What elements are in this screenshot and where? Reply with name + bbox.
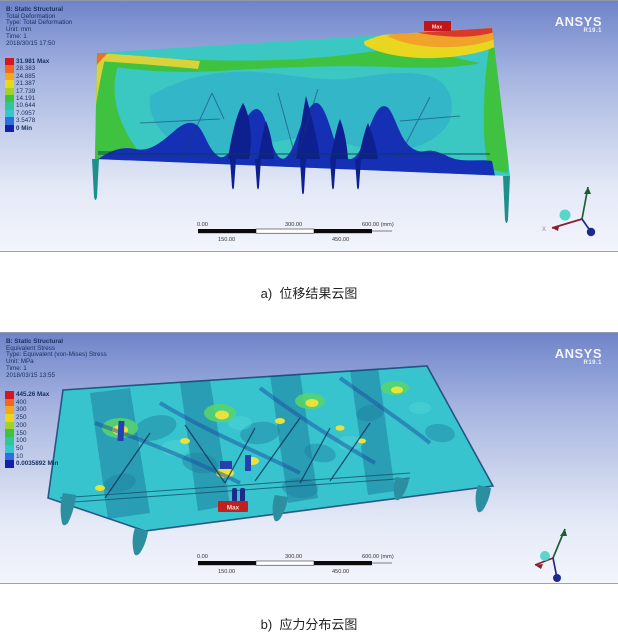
- svg-text:450.00: 450.00: [332, 569, 349, 575]
- svg-text:300.00: 300.00: [285, 554, 302, 560]
- svg-text:150.00: 150.00: [218, 237, 235, 243]
- svg-text:600.00 (mm): 600.00 (mm): [362, 222, 394, 228]
- svg-text:600.00 (mm): 600.00 (mm): [362, 554, 394, 560]
- svg-text:0.00: 0.00: [197, 222, 208, 228]
- svg-text:300.00: 300.00: [285, 222, 302, 228]
- svg-text:450.00: 450.00: [332, 237, 349, 243]
- svg-text:0.00: 0.00: [197, 554, 208, 560]
- svg-text:150.00: 150.00: [218, 569, 235, 575]
- svg-text:X: X: [542, 227, 546, 233]
